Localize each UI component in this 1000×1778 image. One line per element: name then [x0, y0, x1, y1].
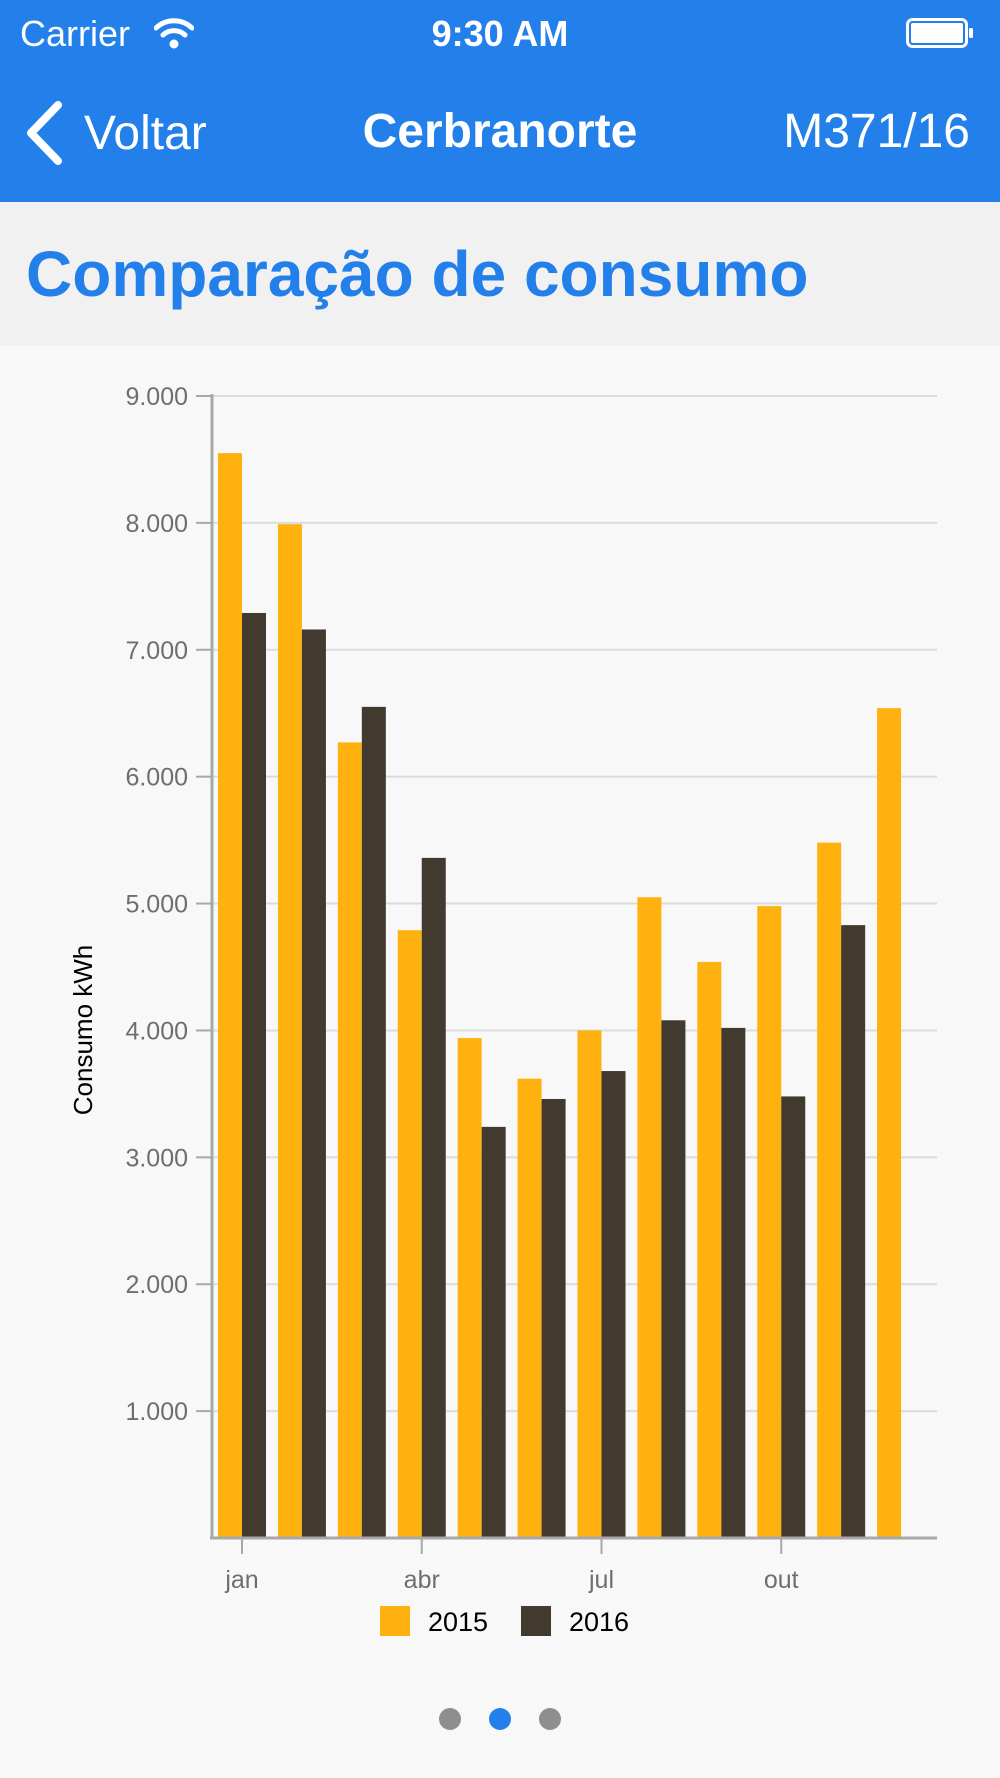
y-tick-label: 1.000 — [125, 1398, 188, 1426]
unit-code-label[interactable]: M371/16 — [783, 105, 970, 158]
y-tick-label: 3.000 — [125, 1144, 188, 1172]
bar-2015-out — [757, 906, 782, 1538]
x-tick-label: out — [764, 1566, 799, 1594]
bar-2015-dez — [877, 708, 902, 1538]
bar-2015-jul — [577, 1030, 602, 1538]
bar-2016-jan — [242, 612, 266, 1538]
y-tick-label: 2.000 — [125, 1271, 188, 1299]
bar-2016-out — [781, 1096, 806, 1538]
back-button[interactable]: Voltar — [22, 98, 207, 168]
clock-label: 9:30 AM — [431, 13, 569, 54]
bar-2015-nov — [817, 842, 842, 1538]
bar-2015-set — [697, 961, 722, 1538]
axis-ticks: 1.000 2.000 3.000 4.000 5.000 6.000 7.000 8.000… — [125, 383, 798, 1594]
nav-title: Cerbranorte — [362, 105, 638, 158]
legend-label-2015: 2015 — [428, 1607, 488, 1637]
page-dot[interactable] — [539, 1708, 561, 1730]
y-tick-label: 4.000 — [125, 1017, 188, 1045]
y-tick-label: 5.000 — [125, 891, 188, 919]
bar-2016-jun — [541, 1098, 566, 1538]
page-dot[interactable] — [439, 1708, 461, 1730]
y-tick-label: 6.000 — [125, 764, 188, 792]
bar-2016-jul — [601, 1071, 626, 1538]
bar-2015-fev — [277, 524, 302, 1538]
wifi-icon — [154, 18, 194, 49]
x-tick-label: jan — [224, 1566, 258, 1594]
status-bar: Carrier 9:30 AM — [0, 0, 1000, 68]
section-header: Comparação de consumo — [0, 202, 1000, 346]
legend-swatch-2016 — [521, 1606, 551, 1636]
legend-swatch-2015 — [380, 1606, 410, 1636]
bar-2015-mar — [337, 742, 362, 1538]
y-tick-label: 9.000 — [125, 383, 188, 411]
bar-2016-abr — [421, 857, 446, 1538]
battery-icon — [906, 18, 973, 48]
y-tick-label: 7.000 — [125, 637, 188, 665]
bar-2015-abr — [397, 930, 422, 1538]
bar-2015-mai — [457, 1038, 482, 1538]
grid-lines — [212, 395, 937, 1413]
back-label: Voltar — [84, 106, 207, 160]
page-title: Comparação de consumo — [26, 238, 809, 310]
bars — [218, 453, 902, 1539]
page-dot[interactable] — [489, 1708, 511, 1730]
bar-2016-mai — [481, 1126, 506, 1538]
legend-label-2016: 2016 — [569, 1607, 629, 1637]
bar-2015-ago — [637, 897, 662, 1538]
y-tick-label: 8.000 — [125, 510, 188, 538]
carrier-label: Carrier — [20, 13, 131, 54]
x-tick-label: abr — [404, 1566, 440, 1594]
consumption-chart: 1.000 2.000 3.000 4.000 5.000 6.000 7.000 8.000… — [68, 383, 937, 1637]
bar-2016-fev — [301, 629, 326, 1538]
bar-2016-mar — [361, 706, 386, 1538]
bar-2016-set — [721, 1027, 746, 1538]
y-axis-title: Consumo kWh — [68, 945, 98, 1116]
navigation-bar: Voltar Cerbranorte M371/16 — [0, 68, 1000, 202]
chevron-left-icon — [27, 101, 62, 165]
bar-2016-ago — [661, 1020, 686, 1538]
legend: 2015 2016 — [380, 1606, 629, 1637]
bar-2016-nov — [841, 925, 866, 1538]
bar-2015-jan — [218, 453, 242, 1539]
bar-2015-jun — [517, 1078, 542, 1538]
page-indicator[interactable] — [0, 1708, 1000, 1730]
x-tick-label: jul — [588, 1566, 614, 1594]
